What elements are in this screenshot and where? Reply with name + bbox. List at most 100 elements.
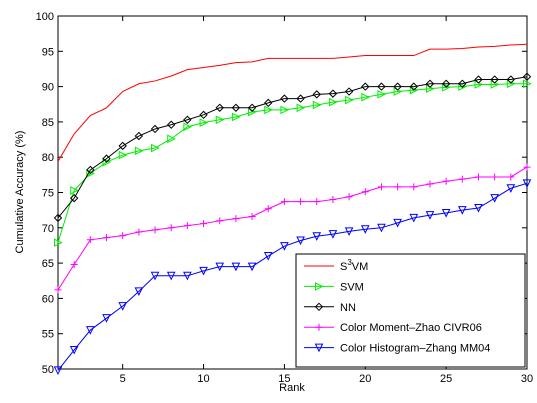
data-point: [231, 112, 241, 122]
data-point: [523, 163, 531, 171]
data-point: [312, 232, 322, 241]
data-point: [248, 213, 256, 221]
y-tick-label: 90: [42, 82, 54, 94]
data-point: [409, 82, 419, 91]
data-point: [216, 217, 224, 225]
data-point: [442, 177, 450, 185]
series-group: [57, 43, 528, 162]
data-point: [263, 252, 273, 261]
data-point: [134, 146, 144, 156]
data-point: [69, 193, 79, 203]
data-point: [344, 227, 354, 236]
data-point: [86, 169, 95, 178]
y-tick-label: 50: [42, 364, 54, 376]
y-tick-label: 70: [42, 223, 54, 235]
legend-label: SVM: [340, 281, 364, 293]
data-point: [199, 110, 208, 120]
data-point: [118, 141, 127, 151]
legend-marker: [314, 302, 324, 312]
x-tick-label: 5: [120, 373, 126, 385]
legend-marker: [315, 282, 324, 291]
data-point: [183, 122, 192, 132]
data-point: [150, 124, 160, 134]
data-point: [458, 206, 467, 215]
data-point: [69, 345, 79, 355]
data-point: [102, 314, 111, 323]
data-point: [232, 215, 240, 223]
y-tick-label: 55: [42, 329, 54, 341]
data-point: [441, 208, 451, 218]
data-point: [280, 94, 289, 103]
data-point: [458, 79, 467, 88]
data-point: [199, 118, 209, 127]
series-layer: [53, 43, 532, 376]
data-point: [312, 90, 321, 99]
series-group: [53, 72, 532, 223]
data-point: [361, 188, 369, 196]
series-line: [57, 76, 528, 219]
series-group: [53, 179, 532, 376]
x-tick-label: 20: [359, 373, 371, 385]
data-point: [118, 302, 127, 311]
data-point: [134, 287, 144, 296]
data-point: [264, 105, 273, 115]
legend-label: NN: [340, 302, 356, 314]
legend-label: S3VM: [340, 258, 368, 273]
data-point: [183, 222, 191, 230]
series-line: [57, 182, 528, 371]
y-tick-label: 75: [42, 188, 54, 200]
data-point: [167, 134, 176, 144]
data-point: [474, 173, 482, 181]
data-point: [377, 90, 387, 99]
data-point: [506, 75, 516, 84]
data-point: [425, 79, 435, 88]
data-point: [441, 79, 451, 88]
data-point: [70, 186, 79, 195]
data-point: [264, 98, 273, 108]
legend: S3VM SVM NN Color Moment–Zhao CIVR06 Color H…: [295, 253, 526, 368]
data-point: [409, 85, 419, 95]
x-tick-label: 30: [521, 373, 533, 385]
data-point: [150, 271, 160, 281]
data-point: [313, 198, 321, 206]
y-tick-label: 60: [42, 293, 54, 305]
data-point: [522, 179, 532, 188]
legend-marker: [314, 343, 324, 353]
data-point: [134, 131, 144, 141]
data-point: [393, 218, 402, 228]
data-point: [394, 183, 402, 191]
data-point: [215, 262, 225, 272]
data-point: [264, 205, 272, 213]
data-point: [296, 236, 305, 246]
data-point: [102, 154, 111, 163]
series-line: [57, 43, 528, 162]
data-point: [215, 115, 225, 125]
data-point: [135, 228, 143, 236]
data-point: [474, 204, 483, 213]
data-point: [215, 103, 224, 112]
data-point: [377, 223, 386, 233]
data-point: [247, 103, 257, 112]
data-point: [86, 326, 95, 335]
data-point: [200, 220, 208, 228]
data-point: [151, 143, 160, 153]
data-point: [377, 183, 385, 191]
y-tick-label: 65: [42, 258, 54, 270]
data-point: [410, 183, 418, 191]
data-point: [360, 225, 370, 234]
data-point: [296, 103, 306, 113]
data-point: [328, 230, 338, 239]
y-tick-label: 95: [42, 46, 54, 58]
data-point: [103, 234, 111, 242]
data-point: [344, 87, 354, 96]
data-point: [248, 107, 257, 117]
x-tick-label: 25: [440, 373, 452, 385]
data-point: [53, 213, 63, 223]
data-point: [118, 150, 128, 160]
legend-label: Color Moment–Zhao CIVR06: [340, 322, 482, 334]
data-point: [86, 165, 95, 175]
data-point: [393, 82, 402, 91]
x-tick-label: 10: [197, 373, 209, 385]
y-tick-label: 80: [42, 152, 54, 164]
